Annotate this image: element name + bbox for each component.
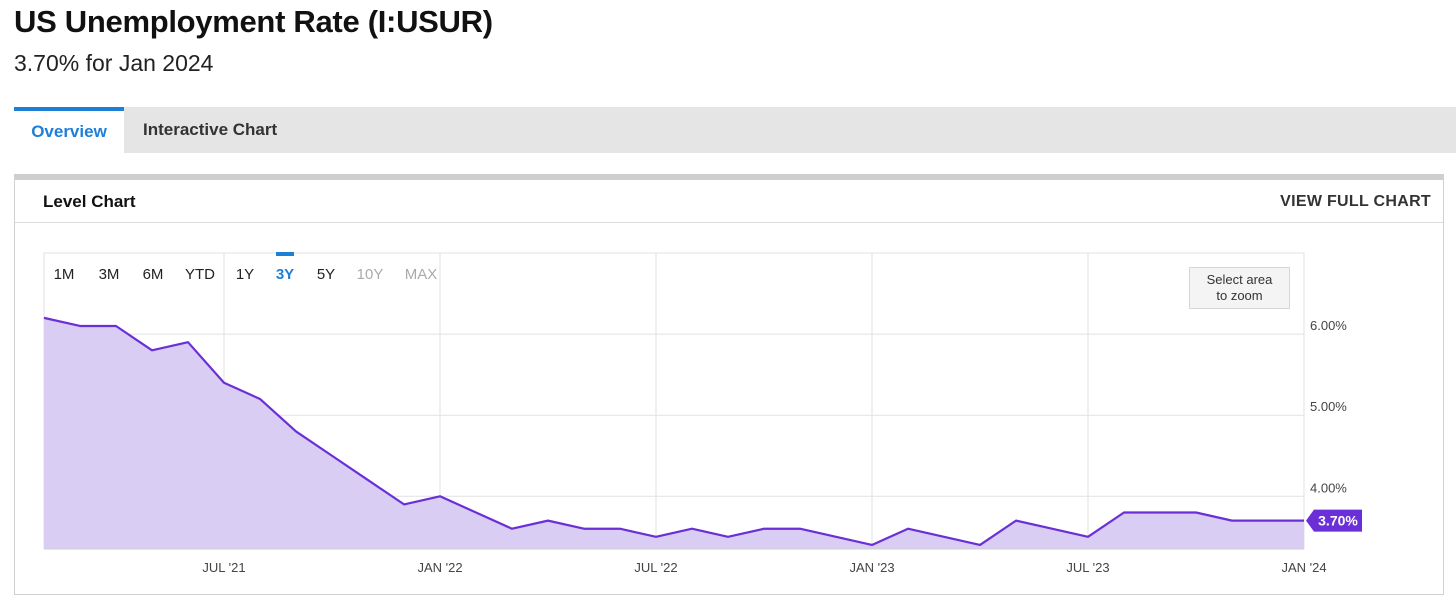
last-value-label: 3.70% (1318, 513, 1358, 529)
data-point (654, 535, 658, 539)
data-point (1158, 511, 1162, 515)
last-value-layer: 3.70% (1306, 509, 1362, 532)
data-point (582, 527, 586, 531)
data-point (438, 494, 442, 498)
range-active-indicator (276, 252, 294, 256)
data-point (1194, 511, 1198, 515)
range-button-1y[interactable]: 1Y (236, 266, 254, 283)
range-button-6m[interactable]: 6M (143, 266, 164, 283)
data-point (114, 324, 118, 328)
range-button-max[interactable]: MAX (405, 266, 438, 283)
data-point (402, 502, 406, 506)
panel-header: Level Chart VIEW FULL CHART (15, 180, 1443, 223)
data-point (1302, 519, 1306, 523)
y-tick-label: 5.00% (1310, 399, 1347, 414)
page-title: US Unemployment Rate (I:USUR) (14, 4, 493, 39)
range-button-3y[interactable]: 3Y (276, 266, 294, 283)
tab-interactive-chart[interactable]: Interactive Chart (143, 120, 278, 139)
data-point (1230, 519, 1234, 523)
data-point (510, 527, 514, 531)
data-point (906, 527, 910, 531)
page-subtitle: 3.70% for Jan 2024 (14, 50, 214, 76)
data-point (834, 535, 838, 539)
data-point (258, 397, 262, 401)
zoom-hint: Select area to zoom (1189, 267, 1290, 309)
series-line (43, 316, 1304, 547)
last-value-badge (1306, 509, 1362, 532)
series-area (44, 317, 1304, 549)
zoom-hint-line2: to zoom (1216, 288, 1263, 303)
data-point (78, 324, 82, 328)
data-point (150, 348, 154, 352)
x-tick-label: JUL '23 (1066, 560, 1109, 575)
range-selector: 1M 3M 6M YTD 1Y 3Y 5Y 10Y MAX (54, 252, 438, 283)
data-point (798, 527, 802, 531)
data-point (762, 527, 766, 531)
x-tick-label: JAN '22 (417, 560, 462, 575)
data-point (978, 543, 982, 547)
axis-layer: JUL '21 JAN '22 JUL '22 JAN '23 JUL '23 JAN '… (44, 318, 1347, 575)
data-point (690, 527, 694, 531)
data-point (294, 429, 298, 433)
view-full-chart-link[interactable]: VIEW FULL CHART (1280, 193, 1431, 210)
data-point (222, 381, 226, 385)
x-tick-label: JUL '22 (634, 560, 677, 575)
data-point (366, 478, 370, 482)
x-tick-label: JAN '23 (849, 560, 894, 575)
data-point (942, 535, 946, 539)
data-point (1086, 535, 1090, 539)
range-button-10y[interactable]: 10Y (357, 266, 384, 283)
area-layer (42, 316, 1306, 549)
data-point (1050, 527, 1054, 531)
range-button-3m[interactable]: 3M (99, 266, 120, 283)
y-tick-label: 6.00% (1310, 318, 1347, 333)
data-point (42, 316, 46, 320)
range-button-ytd[interactable]: YTD (185, 266, 215, 283)
data-point (330, 454, 334, 458)
data-point (870, 543, 874, 547)
x-tick-label: JAN '24 (1281, 560, 1326, 575)
data-point (474, 511, 478, 515)
data-point (1122, 511, 1126, 515)
x-tick-label: JUL '21 (202, 560, 245, 575)
data-point (546, 519, 550, 523)
y-tick-label: 4.00% (1310, 480, 1347, 495)
tab-bar: Overview Interactive Chart (14, 107, 1456, 153)
range-button-5y[interactable]: 5Y (317, 266, 335, 283)
data-point (726, 535, 730, 539)
panel-title: Level Chart (43, 192, 136, 211)
data-point (186, 340, 190, 344)
tab-overview[interactable]: Overview (14, 107, 124, 153)
data-point (1014, 519, 1018, 523)
zoom-hint-line1: Select area (1206, 272, 1273, 287)
data-point (1266, 519, 1270, 523)
range-button-1m[interactable]: 1M (54, 266, 75, 283)
data-point (618, 527, 622, 531)
